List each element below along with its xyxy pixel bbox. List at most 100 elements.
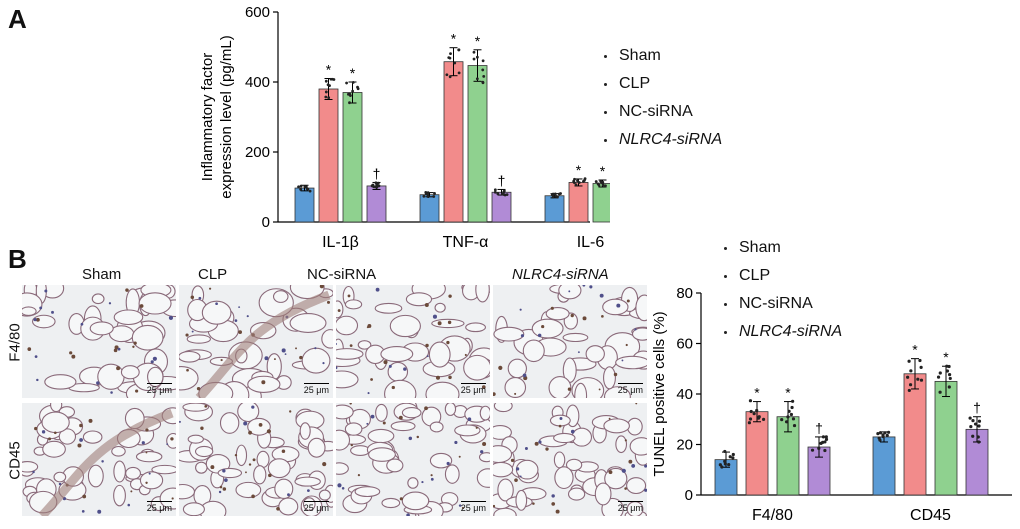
data-point [881,433,885,437]
stained-cell [616,303,621,308]
stained-cell [261,380,266,385]
stained-cell [314,347,317,350]
data-point [792,423,797,428]
data-point [968,416,972,420]
data-point [918,358,922,363]
stained-cell [145,428,149,432]
data-point [574,183,578,187]
alveolus [182,403,210,412]
stained-cell [437,321,442,326]
bar [342,92,363,223]
micrograph-image [179,285,333,398]
stained-cell [273,358,276,361]
stained-cell [96,381,100,385]
alveolus [344,299,363,310]
stained-cell [522,373,527,378]
data-point [299,187,303,191]
alveolus [515,459,539,480]
data-point [453,61,457,65]
alveolus [603,418,630,434]
stained-cell [454,440,458,445]
stained-cell [145,451,148,454]
stained-cell [446,461,450,466]
stained-cell [284,353,287,356]
bar [318,88,339,223]
alveolus [336,315,359,336]
bar [544,195,565,223]
stained-cell [613,372,618,377]
stained-cell [287,493,290,497]
stained-cell [341,487,345,490]
stained-cell [82,494,87,499]
alveolus [405,292,433,307]
stained-cell [186,368,189,372]
stained-cell [133,341,137,345]
stained-cell [35,317,40,322]
alveolus [42,440,66,458]
alveolus [53,471,67,483]
legend-marker [724,246,727,250]
data-point [877,436,881,440]
alveolus [554,466,574,490]
data-point [448,75,452,79]
x-tick-label: TNF-α [443,234,489,250]
data-point [329,77,333,81]
stained-cell [32,470,35,474]
scale-bar-line [617,383,643,384]
data-point [727,463,731,467]
alveolus [301,347,331,374]
alveolus [113,460,126,483]
alveolus [545,306,570,321]
data-point [947,385,951,389]
y-tick-label: 80 [676,285,693,302]
stained-cell [336,343,337,345]
stained-cell [510,458,515,463]
alveolus [187,434,204,444]
legend-a-label-nc: NC-siRNA [619,103,693,120]
scale-bar-label: 25 μm [146,385,172,395]
x-tick-label: IL-1β [322,234,359,250]
y-axis-label: expression level (pg/mL) [218,35,235,198]
stained-cell [190,295,195,299]
alveolus [594,482,612,506]
alveolus [428,341,451,368]
x-tick-label: F4/80 [752,507,793,524]
stained-cell [383,360,388,365]
data-point [481,80,485,84]
legend-a-item: Sham [604,42,722,70]
stained-cell [599,293,604,298]
alveolus [336,370,359,389]
stained-cell [127,503,131,507]
micrograph-image [22,285,176,398]
alveolus [186,334,211,344]
stained-cell [319,285,324,289]
alveolus [253,465,267,485]
data-point [449,52,452,56]
data-point [324,90,328,94]
stained-cell [152,356,157,361]
alveolus [431,318,465,329]
alveolus [299,422,311,440]
stained-cell [498,365,503,370]
scale-bar-line [460,501,486,502]
data-point [723,449,727,454]
alveolus [478,452,490,463]
data-point [723,462,727,466]
data-point [475,77,479,81]
legend-marker [724,302,727,306]
data-point [720,465,724,469]
stained-cell [251,405,255,409]
scale-bar: 25 μm [617,501,643,513]
stained-cell [626,299,630,303]
alveolus [131,324,164,351]
bar [443,61,464,223]
data-point [907,388,911,393]
alveolus [87,464,104,488]
data-point [493,190,497,194]
stained-cell [349,403,352,405]
data-point [947,373,952,377]
stained-cell [515,467,520,471]
stained-cell [196,386,201,391]
bar [934,380,958,496]
alveolus [615,355,647,370]
